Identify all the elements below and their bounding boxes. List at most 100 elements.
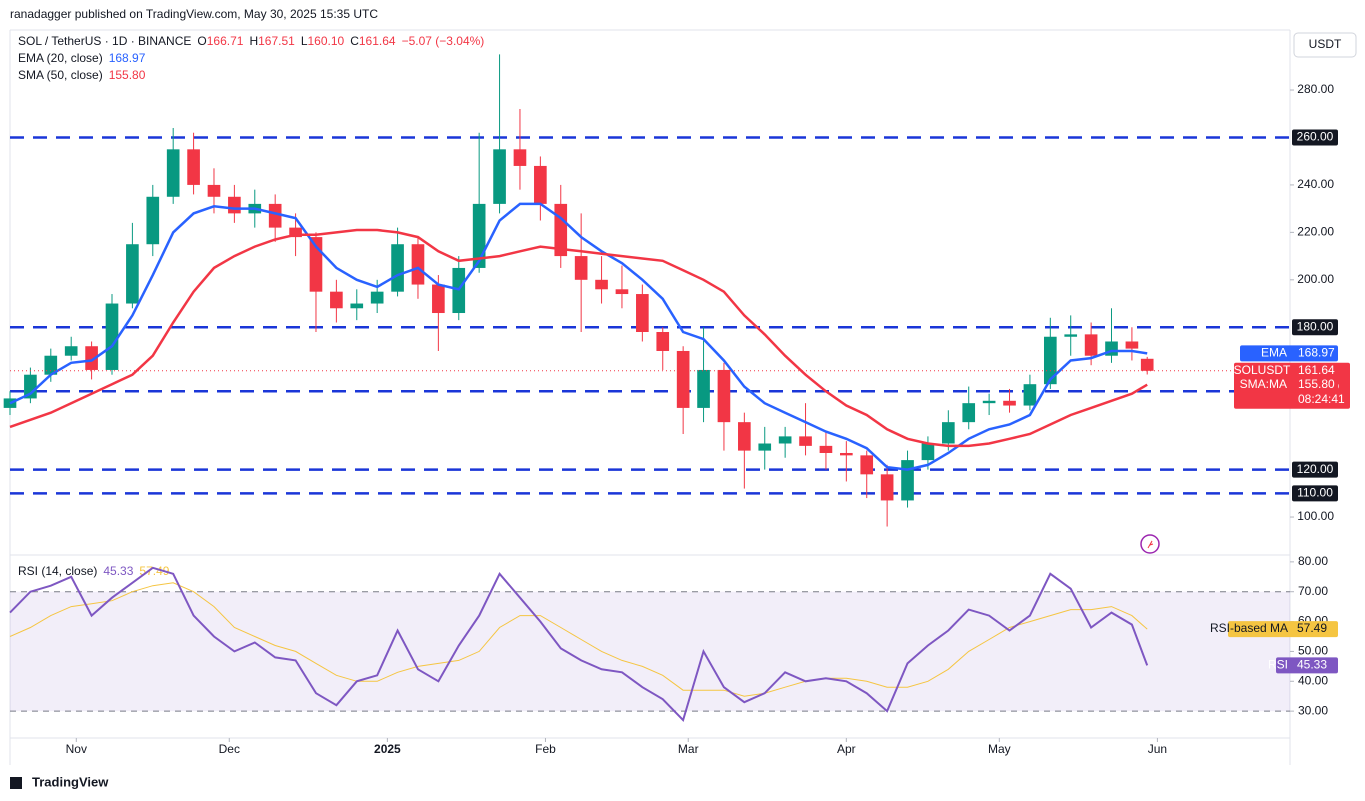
x-tick-label: May <box>988 742 1011 756</box>
candle-body <box>778 436 792 444</box>
price-badge-countdown: 08:24:41 <box>1298 392 1345 406</box>
candle-body <box>574 256 588 280</box>
candle-body <box>391 244 404 292</box>
candle-body <box>962 403 976 423</box>
candle-body <box>799 436 812 446</box>
currency-box[interactable] <box>1293 32 1357 58</box>
legend-value: 168.97 <box>109 51 146 65</box>
ohlc-key: H <box>249 34 258 48</box>
rsi-badge-name: RSI-based MA <box>1210 621 1288 635</box>
candle-body <box>370 291 384 304</box>
x-tick-label: Mar <box>678 742 699 756</box>
level-label: 260.00 <box>1297 130 1334 144</box>
brand: TradingView <box>32 774 109 789</box>
candle-body <box>656 331 670 351</box>
level-label: 180.00 <box>1297 319 1334 333</box>
y-tick-label: 50.00 <box>1298 644 1328 658</box>
candle-body <box>942 422 955 444</box>
ma-badge-value: 168.97 <box>1298 346 1335 360</box>
candle-body <box>493 149 506 204</box>
y-tick-label: 40.00 <box>1298 673 1328 687</box>
candle-body <box>187 149 200 185</box>
ohlc-value: 160.10 <box>308 34 345 48</box>
level-badge <box>1292 129 1338 146</box>
rsi-badge-value: 57.49 <box>1297 621 1327 635</box>
candle-body <box>717 369 731 423</box>
rsi-badge <box>1228 621 1338 638</box>
candle-body <box>840 452 853 456</box>
candle-body <box>166 149 180 197</box>
candle-body <box>513 149 527 166</box>
candle-body <box>1064 334 1078 337</box>
ohlc-value: 166.71 <box>207 34 244 48</box>
rsi-title: RSI (14, close) <box>18 564 97 578</box>
change: −5.07 (−3.04%) <box>402 34 485 48</box>
price-badge-name: SOLUSDT <box>1234 363 1291 377</box>
symbol: SOL / TetherUS · 1D · BINANCE <box>18 34 191 48</box>
candle-body <box>982 400 996 404</box>
candle-body <box>268 203 282 228</box>
currency[interactable]: USDT <box>1309 37 1342 51</box>
candle-body <box>595 279 608 290</box>
ma-badge <box>1240 345 1338 362</box>
candle-body <box>207 184 221 197</box>
level-label: 110.00 <box>1297 485 1333 499</box>
x-tick-label: Feb <box>535 742 556 756</box>
y-tick-label: 30.00 <box>1298 703 1328 717</box>
candle-body <box>615 289 629 295</box>
ma-badge-name: EMA <box>1261 346 1287 360</box>
candle-body <box>636 294 649 332</box>
candle-body <box>228 196 241 214</box>
legend-entry: EMA (20, close) 168.97 <box>18 51 146 65</box>
candle-body <box>1023 384 1037 406</box>
candle-body <box>880 474 894 501</box>
y-tick-label: 240.00 <box>1297 177 1334 191</box>
candle-body <box>676 350 690 408</box>
ma-badge-value: 155.80 <box>1298 377 1335 391</box>
logo: TradingView <box>10 774 109 789</box>
candle-body <box>146 196 160 245</box>
ohlc-key: C <box>350 34 359 48</box>
legend-name: EMA (20, close) <box>18 51 103 65</box>
rsi-legend-value: 45.33 <box>103 564 133 578</box>
price-badge-value: 161.64 <box>1298 363 1335 377</box>
candle-body <box>85 346 98 370</box>
symbol-line: SOL / TetherUS · 1D · BINANCE O166.71 H167… <box>18 34 484 48</box>
y-tick-label: 80.00 <box>1298 554 1328 568</box>
y-tick-label: 100.00 <box>1297 509 1334 523</box>
publisher: ranadagger published on TradingView.com,… <box>10 7 378 21</box>
candle-body <box>64 346 78 356</box>
candle-body <box>330 291 343 309</box>
rsi-line <box>9 566 1149 723</box>
candle-body <box>126 244 139 304</box>
rsi-badge <box>1276 657 1338 674</box>
rsi-badge-value: 45.33 <box>1297 658 1327 672</box>
x-tick-label: Dec <box>219 742 240 756</box>
candle-body <box>24 374 37 399</box>
level-badge <box>1292 485 1338 502</box>
level-badge <box>1292 461 1338 478</box>
candle-body <box>921 443 935 461</box>
ohlc-key: L <box>301 34 308 48</box>
candle-body <box>738 422 751 451</box>
candle-body <box>697 369 710 408</box>
y-tick-label: 280.00 <box>1297 82 1334 96</box>
y-tick-label: 70.00 <box>1298 584 1328 598</box>
ohlc-key: O <box>197 34 206 48</box>
ohlc-value: 161.64 <box>359 34 396 48</box>
candle-body <box>1125 341 1139 349</box>
y-tick-label: 220.00 <box>1297 225 1334 239</box>
alert-icon[interactable] <box>1140 534 1160 554</box>
candle-body <box>901 460 914 501</box>
rsi-line <box>9 582 1148 697</box>
legend-entry: SMA (50, close) 155.80 <box>18 68 146 82</box>
candle-body <box>758 443 772 451</box>
ma-badge-name: SMA:MA <box>1240 377 1287 391</box>
ma-badge <box>1240 376 1338 393</box>
ma-line <box>9 202 1148 471</box>
candle-body <box>860 455 874 475</box>
y-tick-label: 200.00 <box>1297 272 1334 286</box>
candle-body <box>1140 358 1154 371</box>
candle-body <box>534 165 547 204</box>
